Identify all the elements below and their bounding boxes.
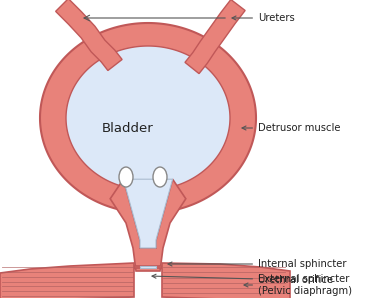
- Text: Internal sphincter: Internal sphincter: [168, 259, 347, 269]
- Text: Bladder: Bladder: [102, 122, 154, 134]
- Polygon shape: [140, 266, 156, 268]
- Polygon shape: [110, 179, 186, 271]
- Polygon shape: [66, 46, 230, 190]
- Polygon shape: [134, 266, 162, 268]
- Text: Detrusor muscle: Detrusor muscle: [242, 123, 340, 133]
- Polygon shape: [162, 263, 290, 298]
- Polygon shape: [124, 179, 173, 248]
- Text: Ureters: Ureters: [232, 13, 295, 23]
- Ellipse shape: [153, 167, 167, 187]
- Polygon shape: [40, 23, 256, 213]
- Polygon shape: [185, 0, 245, 74]
- Text: Urethral orifice: Urethral orifice: [152, 274, 333, 285]
- Ellipse shape: [119, 167, 133, 187]
- Polygon shape: [55, 0, 122, 71]
- Polygon shape: [0, 263, 134, 298]
- Text: External sphincter
(Pelvic diaphragm): External sphincter (Pelvic diaphragm): [244, 274, 352, 296]
